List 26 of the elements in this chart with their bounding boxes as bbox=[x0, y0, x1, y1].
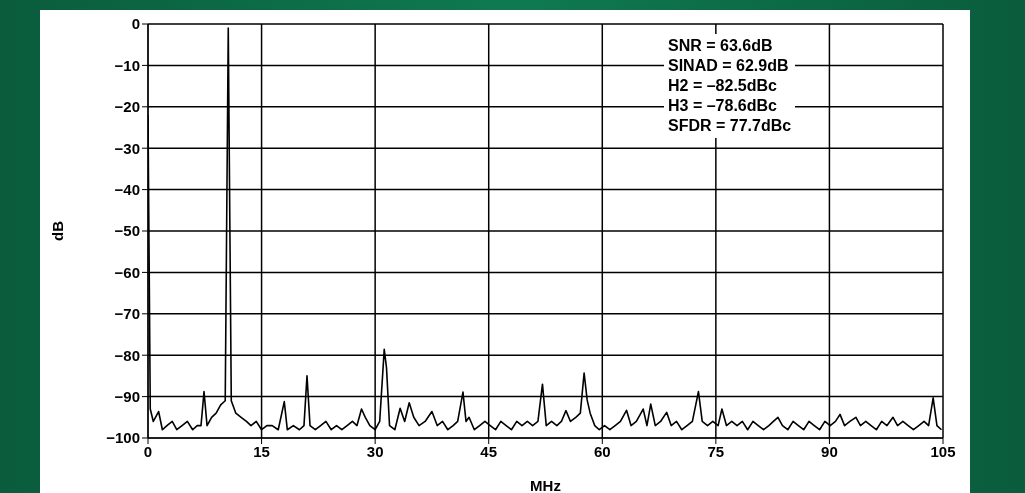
x-tick-label: 90 bbox=[821, 442, 838, 460]
x-tick-label: 75 bbox=[707, 442, 725, 460]
y-tick-label: −100 bbox=[106, 429, 140, 447]
x-axis-title: MHz bbox=[530, 477, 561, 493]
y-tick-label: −20 bbox=[114, 98, 140, 116]
x-tick-label: 30 bbox=[366, 442, 384, 460]
annotation: H2 = –82.5dBc bbox=[668, 76, 778, 96]
annotation: SINAD = 62.9dB bbox=[668, 56, 790, 76]
y-tick-label: −60 bbox=[114, 263, 140, 281]
annotation: SFDR = 77.7dBc bbox=[668, 116, 792, 136]
x-tick-label: 105 bbox=[930, 442, 956, 460]
y-tick-label: −10 bbox=[114, 56, 140, 74]
x-tick-label: 15 bbox=[253, 442, 270, 460]
y-tick-label: 0 bbox=[131, 15, 140, 33]
annotation: SNR = 63.6dB bbox=[668, 36, 774, 56]
y-tick-label: −70 bbox=[114, 305, 140, 323]
x-tick-label: 60 bbox=[593, 442, 611, 460]
y-tick-label: −40 bbox=[114, 180, 140, 198]
y-tick-label: −80 bbox=[114, 346, 140, 364]
x-tick-label: 0 bbox=[143, 442, 153, 460]
y-axis-title: dB bbox=[49, 220, 67, 241]
y-tick-label: −30 bbox=[114, 139, 140, 157]
annotation: H3 = –78.6dBc bbox=[668, 96, 778, 116]
y-tick-label: −50 bbox=[114, 222, 140, 240]
x-tick-label: 45 bbox=[480, 442, 498, 460]
y-tick-label: −90 bbox=[114, 387, 140, 405]
